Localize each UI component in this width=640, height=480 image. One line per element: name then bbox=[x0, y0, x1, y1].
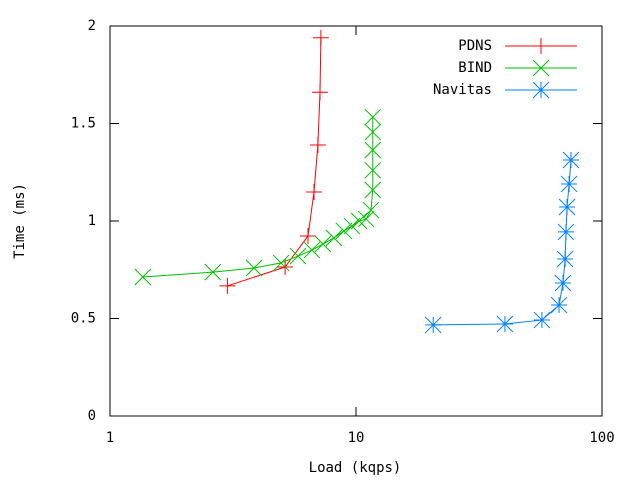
marker bbox=[364, 161, 382, 179]
marker bbox=[343, 217, 361, 235]
legend-label: PDNS bbox=[458, 38, 492, 54]
marker bbox=[562, 151, 580, 169]
marker bbox=[350, 212, 368, 230]
x-axis-label: Load (kqps) bbox=[309, 460, 402, 476]
marker bbox=[325, 229, 343, 247]
y-tick-label: 1 bbox=[88, 213, 96, 229]
y-tick-label: 2 bbox=[88, 18, 96, 34]
marker bbox=[357, 210, 375, 228]
marker bbox=[299, 228, 316, 245]
y-tick-label: 0 bbox=[88, 408, 96, 424]
marker bbox=[134, 268, 152, 286]
plot-border bbox=[109, 25, 603, 417]
marker bbox=[556, 250, 574, 268]
marker bbox=[364, 123, 382, 141]
marker bbox=[312, 84, 329, 101]
marker bbox=[289, 247, 307, 265]
marker bbox=[312, 29, 329, 46]
marker bbox=[303, 241, 321, 259]
marker bbox=[560, 175, 578, 193]
marker bbox=[272, 254, 290, 272]
marker bbox=[306, 183, 323, 200]
series-line bbox=[227, 37, 322, 287]
marker bbox=[309, 136, 326, 153]
marker bbox=[364, 181, 382, 199]
series-line bbox=[433, 159, 572, 326]
marker bbox=[362, 201, 380, 219]
marker bbox=[314, 235, 332, 253]
x-tick-label: 1 bbox=[106, 430, 114, 446]
marker bbox=[554, 274, 572, 292]
marker bbox=[245, 259, 263, 277]
marker bbox=[558, 198, 576, 216]
marker bbox=[204, 263, 222, 281]
marker bbox=[533, 311, 551, 329]
marker bbox=[364, 108, 382, 126]
y-axis-label: Time (ms) bbox=[12, 183, 28, 259]
legend-marker bbox=[533, 38, 549, 54]
x-tick-label: 100 bbox=[589, 430, 614, 446]
series-line bbox=[142, 117, 374, 278]
marker bbox=[364, 141, 382, 159]
y-tick-label: 1.5 bbox=[71, 116, 96, 132]
legend-label: BIND bbox=[458, 60, 492, 76]
legend-marker bbox=[532, 59, 550, 77]
marker bbox=[496, 315, 514, 333]
legend-label: Navitas bbox=[433, 82, 492, 98]
y-tick-label: 0.5 bbox=[71, 311, 96, 327]
x-tick-label: 10 bbox=[348, 430, 365, 446]
legend-marker bbox=[532, 81, 550, 99]
marker bbox=[219, 277, 236, 294]
marker bbox=[557, 223, 575, 241]
marker bbox=[335, 222, 353, 240]
marker bbox=[424, 316, 442, 334]
marker bbox=[550, 296, 568, 314]
